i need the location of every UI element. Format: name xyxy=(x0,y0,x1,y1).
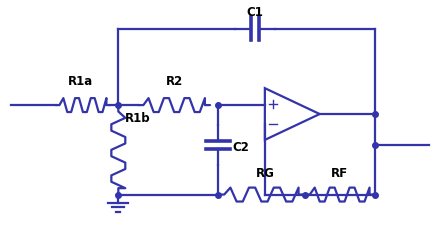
Text: C1: C1 xyxy=(247,5,263,19)
Text: R2: R2 xyxy=(165,75,183,88)
Text: RF: RF xyxy=(331,167,348,180)
Text: R1b: R1b xyxy=(125,112,151,125)
Text: R1a: R1a xyxy=(68,75,93,88)
Text: C2: C2 xyxy=(232,141,249,154)
Text: RG: RG xyxy=(255,167,274,180)
